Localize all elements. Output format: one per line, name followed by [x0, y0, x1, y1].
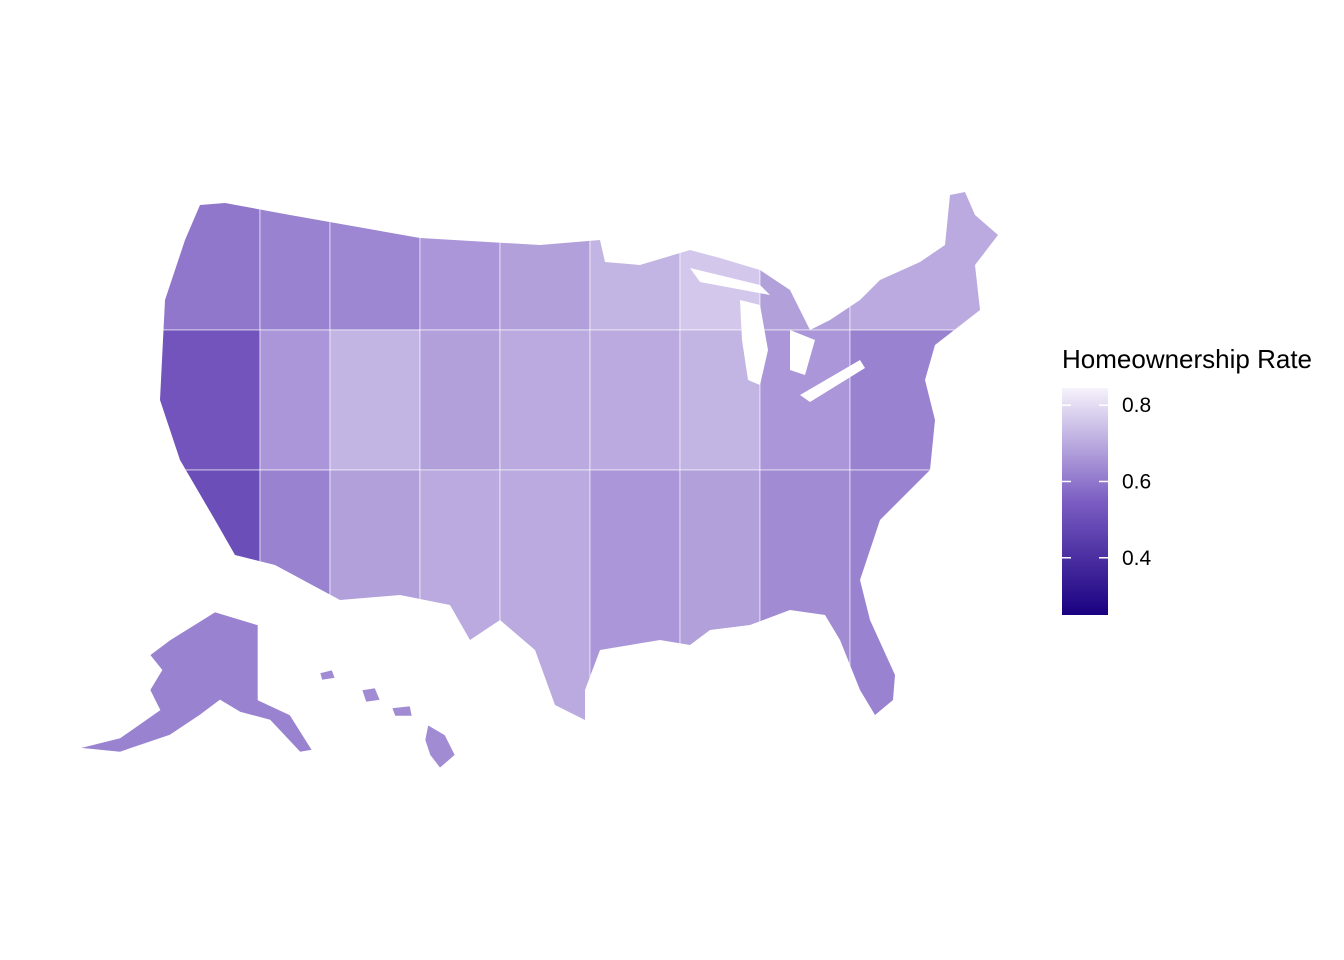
region: [160, 329, 261, 471]
region: [259, 329, 331, 471]
colorbar: [1062, 388, 1108, 615]
legend: Homeownership Rate 0.4 0.6 0.8: [1062, 344, 1312, 615]
colorbar-tick-label: 0.4: [1122, 547, 1152, 570]
region: [329, 329, 421, 471]
colorbar-tick-label: 0.6: [1122, 470, 1151, 493]
region: [499, 329, 591, 471]
region: [849, 329, 998, 471]
region: [849, 192, 998, 331]
lake-erie: [800, 360, 865, 402]
region: [849, 469, 998, 720]
region: [759, 469, 851, 720]
great-lakes: [690, 268, 865, 402]
legend-title: Homeownership Rate: [1062, 344, 1312, 374]
region: [759, 192, 851, 331]
region: [419, 469, 501, 720]
lake-superior: [690, 268, 770, 295]
hawaii: [319, 669, 456, 769]
region: [679, 469, 761, 720]
region: [499, 469, 591, 720]
colorbar-tick-label: 0.8: [1122, 394, 1151, 417]
lake-huron: [790, 330, 815, 375]
region: [589, 329, 681, 471]
outer-states: [79, 611, 456, 769]
contiguous-us: [160, 192, 998, 720]
region: [499, 192, 591, 331]
region: [419, 192, 501, 331]
alaska: [79, 611, 313, 753]
lake-michigan: [740, 300, 768, 385]
region: [589, 192, 681, 331]
region: [259, 469, 331, 720]
region: [419, 329, 501, 471]
region: [589, 469, 681, 720]
region: [160, 192, 261, 331]
region: [259, 192, 331, 331]
region: [329, 192, 421, 331]
